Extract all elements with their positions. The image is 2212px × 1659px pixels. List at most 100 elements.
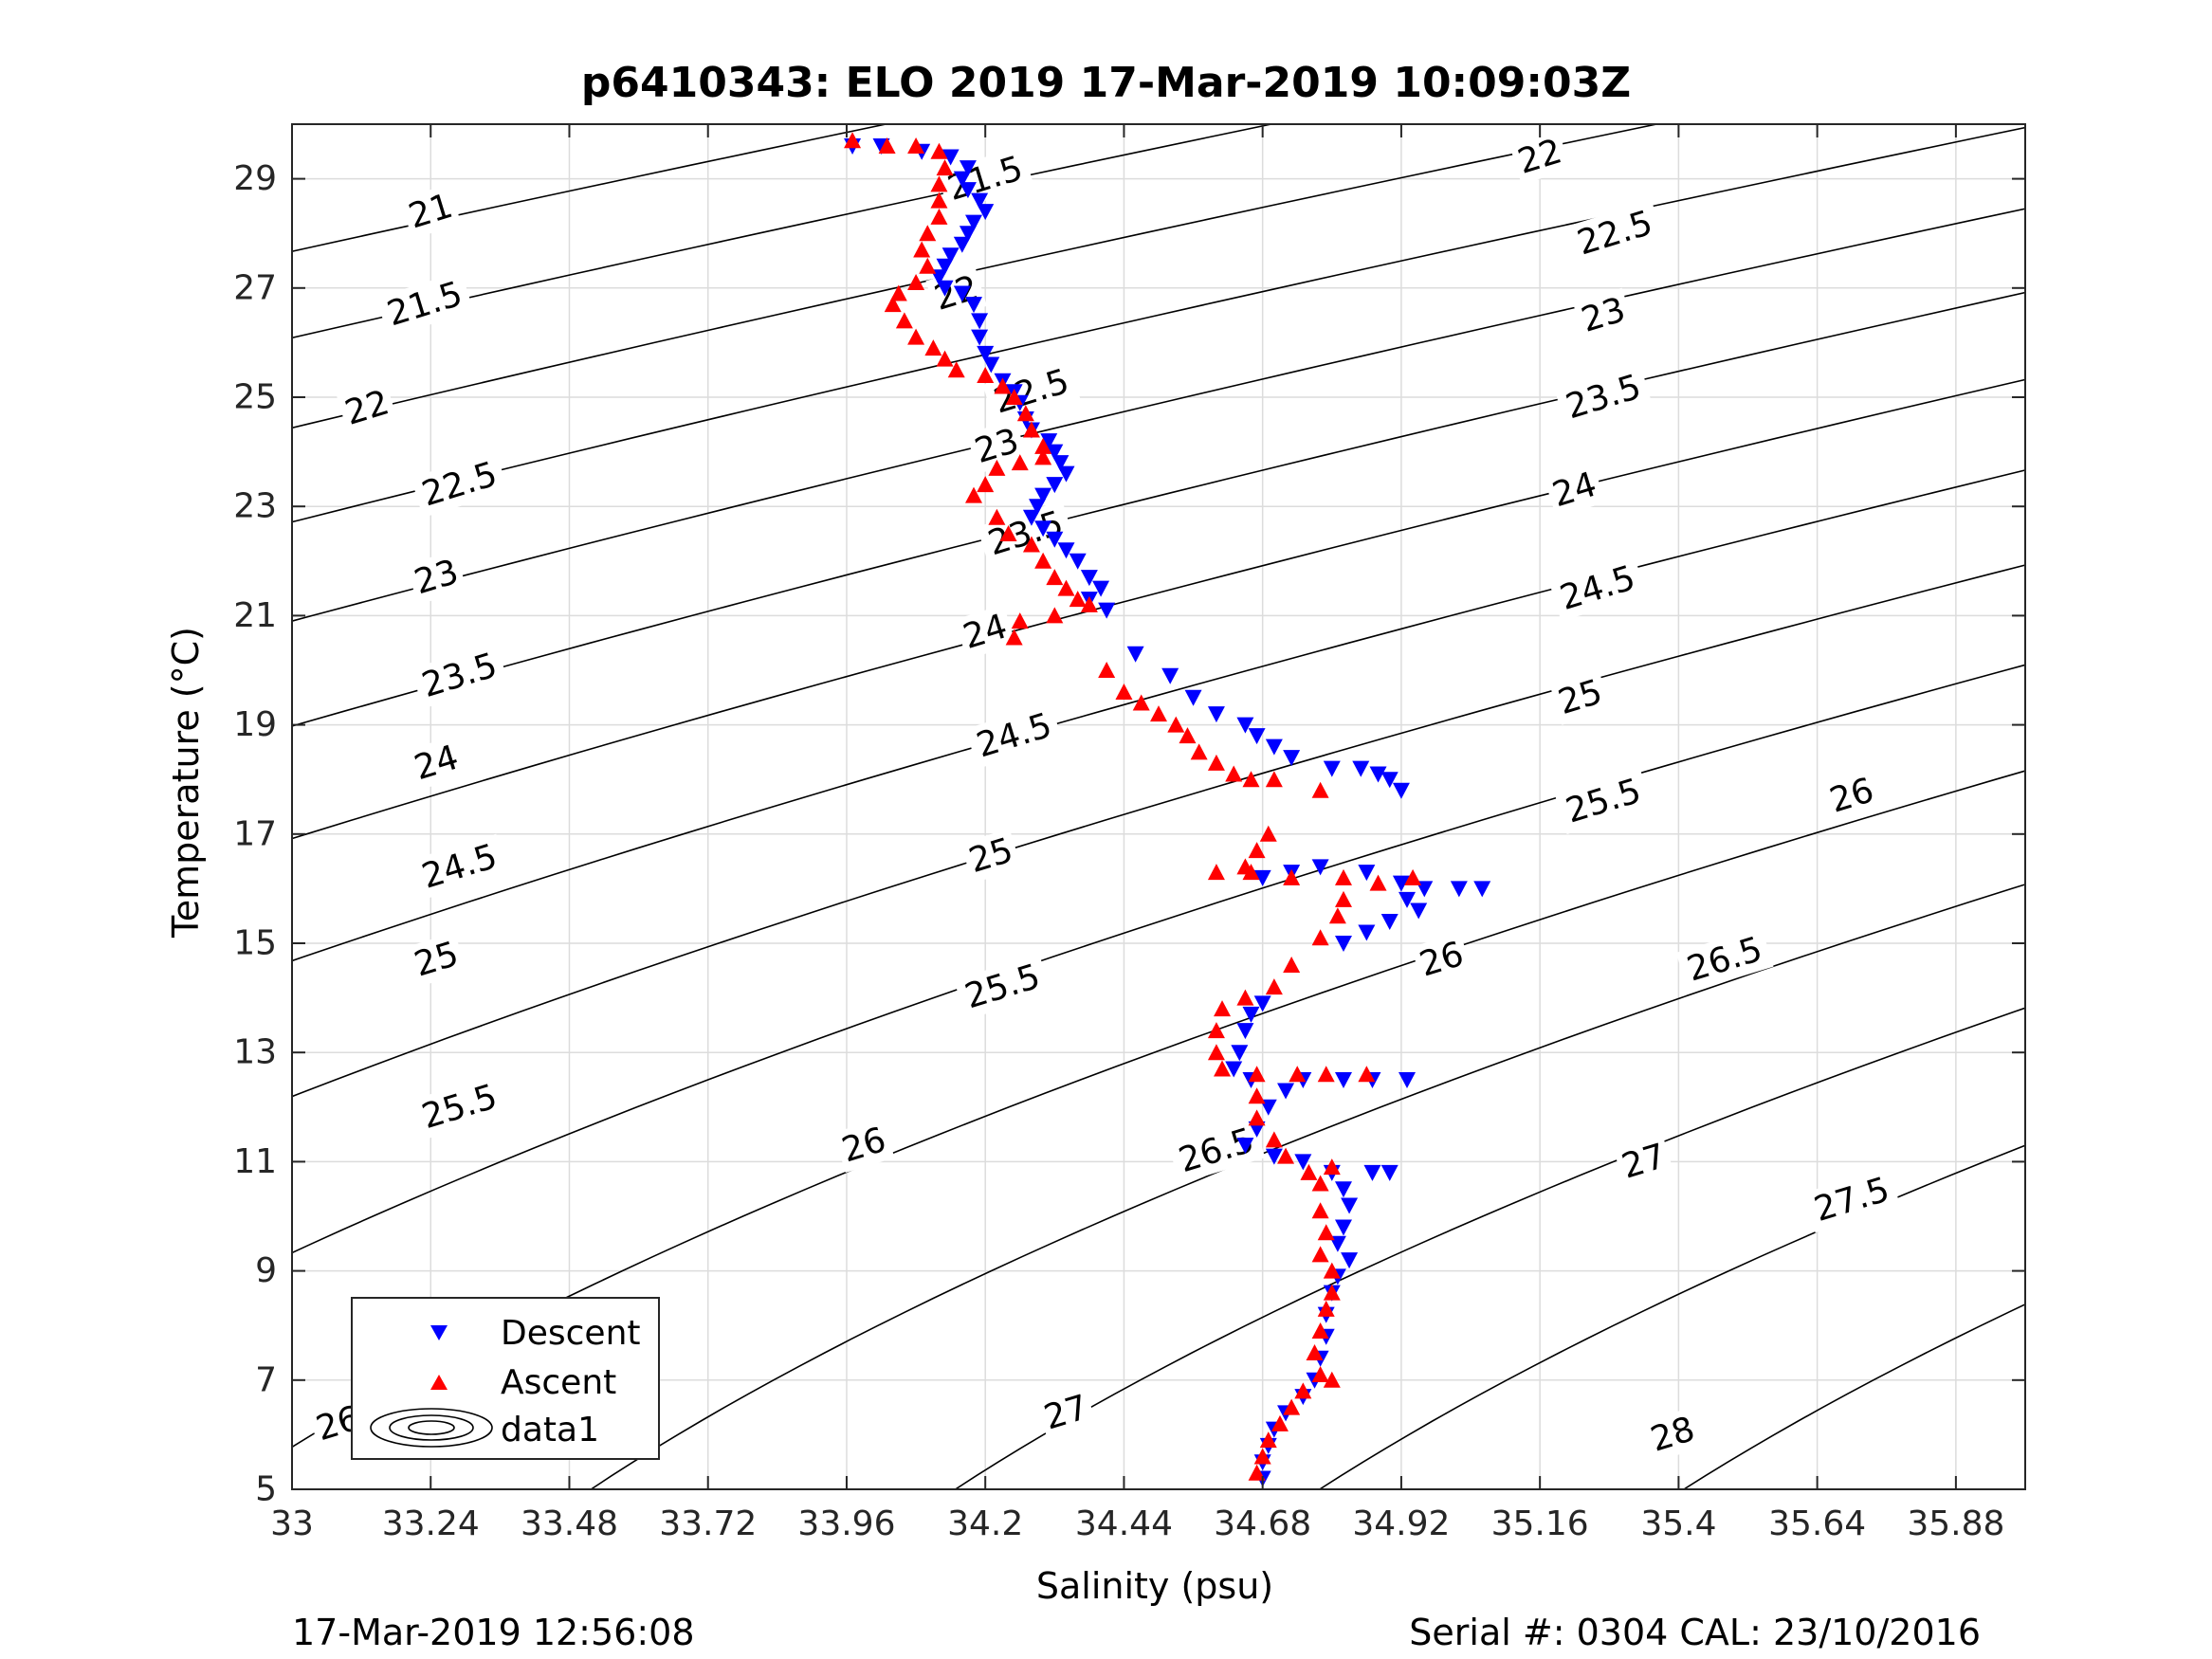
ascent-marker <box>1358 1066 1376 1083</box>
descent-marker <box>959 226 977 243</box>
ascent-marker-icon <box>430 1375 448 1390</box>
ascent-marker <box>907 137 925 155</box>
ascent-marker <box>1306 1344 1324 1360</box>
descent-marker <box>1323 760 1341 777</box>
ascent-marker <box>936 159 954 176</box>
ascent-marker <box>1248 1087 1266 1104</box>
descent-marker <box>1098 602 1116 619</box>
isopycnal-line <box>292 291 2025 727</box>
ascent-marker <box>1132 694 1150 711</box>
ascent-marker <box>1323 1158 1341 1176</box>
descent-marker <box>1161 667 1179 684</box>
ascent-marker <box>1057 579 1075 596</box>
ascent-marker <box>1022 421 1040 438</box>
ascent-marker <box>977 366 995 383</box>
y-tick-label: 15 <box>233 924 277 963</box>
descent-marker <box>1450 881 1468 898</box>
descent-marker <box>953 171 971 188</box>
ascent-marker <box>1265 771 1283 788</box>
ascent-marker <box>1283 957 1301 974</box>
descent-marker <box>1029 499 1047 516</box>
ascent-marker <box>936 350 954 367</box>
isopycnal-label: 24.5 <box>1548 555 1647 622</box>
descent-marker <box>1369 766 1387 783</box>
ascent-marker <box>1300 1163 1318 1180</box>
legend-item-data1: data1 <box>353 1407 658 1456</box>
isopycnal-label: 26 <box>1411 932 1472 988</box>
y-tick-label: 27 <box>233 268 277 307</box>
descent-marker <box>1046 531 1064 548</box>
ascent-marker <box>1005 629 1023 646</box>
isopycnal-line <box>1682 1304 2025 1489</box>
descent-marker <box>1126 646 1144 663</box>
isopycnal-line <box>292 124 1275 339</box>
descent-marker <box>1380 1164 1398 1181</box>
ascent-marker <box>1248 1109 1266 1126</box>
isopycnal-label: 22.5 <box>1565 200 1664 266</box>
isopycnal-label-bg <box>1642 1407 1704 1463</box>
descent-marker <box>1265 1148 1283 1165</box>
isopycnal-label-bg <box>406 550 467 606</box>
isopycnal-label-bg <box>832 1118 895 1174</box>
ascent-marker <box>889 284 907 301</box>
ascent-marker <box>1277 1147 1295 1164</box>
ascent-marker <box>1207 864 1225 881</box>
isopycnal-label-bg <box>1675 926 1774 994</box>
descent-marker <box>977 345 995 362</box>
isopycnal-label-bg <box>977 501 1075 567</box>
chart-title: p6410343: ELO 2019 17-Mar-2019 10:09:03Z <box>580 59 1632 107</box>
ascent-marker <box>1080 595 1098 612</box>
descent-marker <box>1253 995 1271 1012</box>
ascent-marker <box>965 486 983 503</box>
isopycnal-label: 25 <box>960 828 1022 884</box>
isopycnal-label-bg <box>375 271 474 337</box>
ascent-marker <box>895 312 913 329</box>
x-tick-label: 33.96 <box>797 1504 895 1543</box>
ascent-marker <box>924 339 942 356</box>
x-tick-label: 35.88 <box>1907 1504 2004 1543</box>
descent-marker <box>971 192 989 210</box>
isopycnal-label-bg <box>1508 129 1571 185</box>
ascent-marker <box>1334 890 1352 907</box>
ascent-marker <box>1259 1431 1277 1449</box>
isopycnal-label-bg <box>1613 1134 1675 1190</box>
isopycnal-label: 24.5 <box>411 833 509 901</box>
ascent-marker <box>1328 907 1346 924</box>
descent-marker <box>1057 465 1075 483</box>
x-tick-label: 33 <box>270 1504 314 1543</box>
isopycnal-label: 25.5 <box>1554 768 1653 835</box>
isopycnal-label-bg <box>411 642 509 709</box>
ascent-marker <box>1317 1300 1335 1317</box>
x-tick-label: 34.2 <box>947 1504 1023 1543</box>
descent-marker <box>959 160 977 177</box>
ascent-marker <box>1259 825 1277 842</box>
descent-marker <box>982 356 1000 374</box>
ascent-marker <box>878 137 896 155</box>
ascent-marker <box>1242 864 1260 881</box>
descent-marker <box>1080 570 1098 587</box>
isopycnal-label-bg <box>1549 669 1612 725</box>
ascent-marker <box>1150 705 1167 722</box>
descent-marker <box>1398 1072 1417 1088</box>
isopycnal-label-bg <box>960 828 1022 884</box>
descent-marker <box>965 297 983 314</box>
isopycnal-label-bg <box>1802 1166 1901 1233</box>
isopycnal-line <box>954 1007 2025 1489</box>
isopycnal-label-bg <box>1565 200 1664 266</box>
ascent-marker <box>1369 874 1387 891</box>
y-axis-label: Temperature (°C) <box>165 627 207 938</box>
descent-marker <box>971 329 989 346</box>
descent-marker <box>1334 1219 1352 1236</box>
isopycnal-label-bg <box>1544 462 1605 518</box>
descent-marker <box>941 247 960 264</box>
descent-marker <box>1046 444 1064 461</box>
descent-marker <box>1352 760 1370 777</box>
ascent-marker <box>1311 1202 1329 1219</box>
y-tick-label: 7 <box>255 1360 277 1399</box>
isopycnal-label: 26 <box>832 1118 895 1174</box>
ascent-marker <box>884 296 902 313</box>
ascent-marker <box>1005 389 1023 405</box>
ascent-marker <box>919 225 937 242</box>
ascent-marker <box>1214 1060 1232 1077</box>
ascent-marker <box>1207 1022 1225 1039</box>
